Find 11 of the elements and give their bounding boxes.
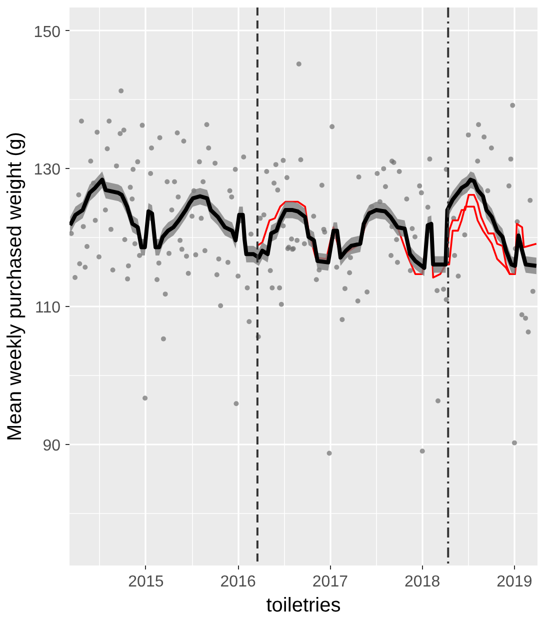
y-tick-label: 90 xyxy=(42,437,61,454)
y-tick-label: 150 xyxy=(34,24,61,41)
y-tick-label: 110 xyxy=(34,299,61,316)
x-tick-label: 2015 xyxy=(128,574,164,590)
x-tick-label: 2016 xyxy=(220,574,256,590)
y-tick-label: 130 xyxy=(34,162,61,179)
x-tick-label: 2017 xyxy=(312,574,348,590)
x-tick-label: 2018 xyxy=(404,574,440,590)
x-axis-title: toiletries xyxy=(266,594,341,616)
y-axis-title: Mean weekly purchased weight (g) xyxy=(4,132,26,442)
x-tick-label: 2019 xyxy=(496,574,532,590)
